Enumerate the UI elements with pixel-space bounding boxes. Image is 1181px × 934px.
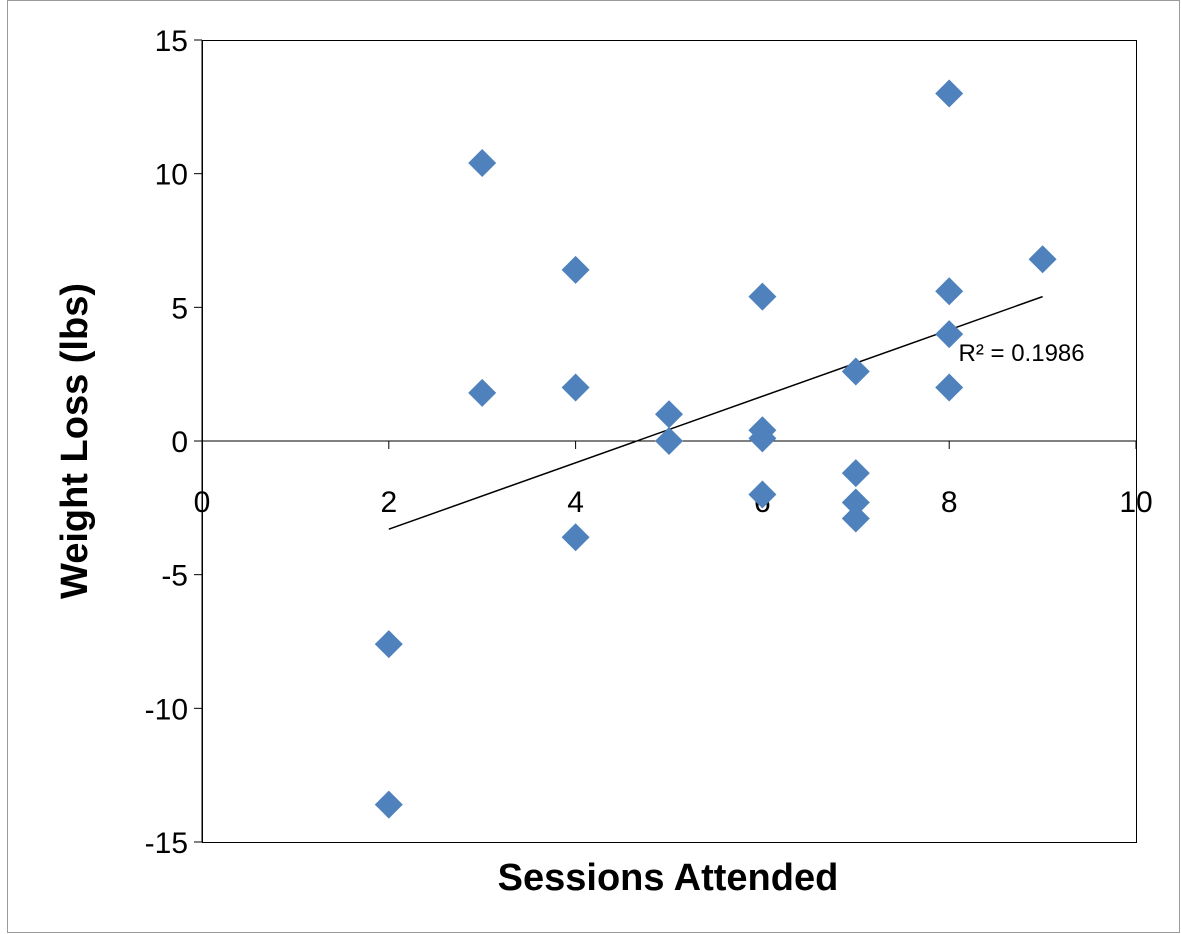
data-point [841, 488, 870, 517]
y-axis-title: Weight Loss (lbs) [54, 283, 96, 599]
data-point [841, 357, 870, 386]
y-tick-label: 0 [171, 426, 188, 459]
y-tick-label: 5 [171, 292, 188, 325]
y-tick-label: 15 [155, 25, 188, 58]
data-point [561, 373, 590, 402]
data-point [468, 378, 497, 407]
data-point [374, 790, 403, 819]
x-tick-label: 0 [194, 486, 211, 519]
trendline [388, 295, 1043, 530]
data-points [374, 79, 1057, 819]
data-point [935, 320, 964, 349]
x-tick-label: 2 [380, 486, 397, 519]
y-axis: -15 -10 -5 0 5 10 15 [145, 25, 203, 860]
data-point [374, 630, 403, 659]
data-point [748, 282, 777, 311]
data-point [841, 459, 870, 488]
data-point [655, 427, 683, 455]
r-squared-label: R² = 0.1986 [959, 340, 1085, 367]
data-point [1028, 245, 1057, 274]
data-point [655, 400, 683, 429]
data-point [748, 424, 777, 453]
data-point [561, 255, 590, 284]
data-point [748, 480, 777, 509]
data-point [468, 148, 497, 177]
data-point [935, 373, 964, 402]
x-tick-label: 10 [1119, 486, 1152, 519]
y-tick-label: 10 [155, 159, 188, 192]
x-tick-label: 8 [941, 486, 958, 519]
y-tick-label: -10 [145, 693, 188, 726]
data-point [841, 504, 870, 533]
data-point [561, 523, 590, 552]
data-point [935, 79, 964, 108]
y-tick-label: -5 [161, 560, 188, 593]
x-axis-title: Sessions Attended [498, 857, 839, 899]
data-point [935, 277, 964, 306]
x-tick-label: 4 [567, 486, 584, 519]
y-tick-label: -15 [145, 827, 188, 860]
